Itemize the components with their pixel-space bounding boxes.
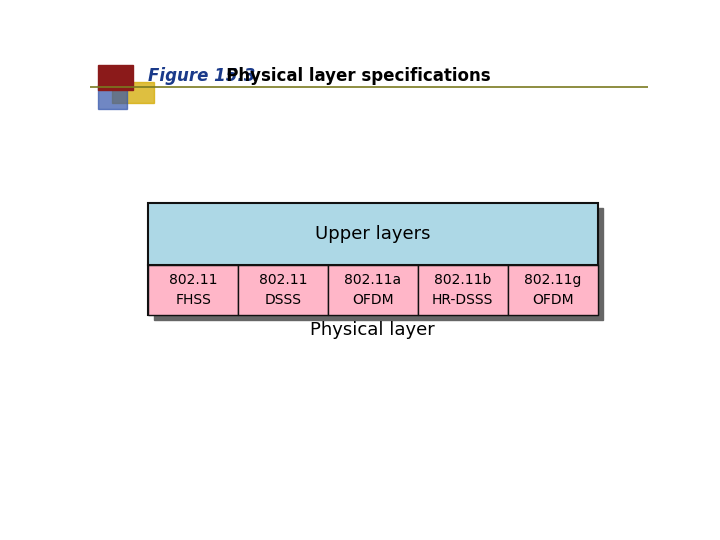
Text: 802.11g
OFDM: 802.11g OFDM bbox=[524, 273, 581, 307]
Bar bbox=[148, 265, 238, 315]
Bar bbox=[418, 265, 508, 315]
Text: 802.11b
HR-DSSS: 802.11b HR-DSSS bbox=[432, 273, 493, 307]
Bar bbox=[112, 82, 154, 103]
Text: 802.11
DSSS: 802.11 DSSS bbox=[258, 273, 307, 307]
Bar bbox=[148, 204, 598, 315]
Bar bbox=[238, 265, 328, 315]
Text: Physical layer specifications: Physical layer specifications bbox=[209, 68, 490, 85]
Text: 802.11
FHSS: 802.11 FHSS bbox=[168, 273, 217, 307]
Bar bbox=[153, 208, 603, 320]
Bar bbox=[98, 65, 132, 90]
Bar bbox=[328, 265, 418, 315]
Text: Physical layer: Physical layer bbox=[310, 321, 436, 340]
Text: Upper layers: Upper layers bbox=[315, 225, 431, 243]
Bar bbox=[508, 265, 598, 315]
Text: 802.11a
OFDM: 802.11a OFDM bbox=[344, 273, 402, 307]
Text: Figure 15.3: Figure 15.3 bbox=[148, 68, 256, 85]
Bar bbox=[98, 85, 127, 110]
